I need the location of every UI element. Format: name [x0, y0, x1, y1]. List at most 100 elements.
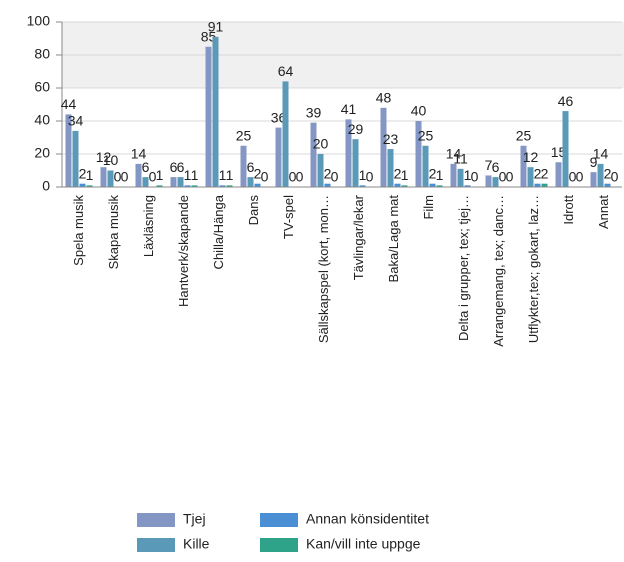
data-label: 6: [247, 159, 255, 175]
x-tick-label: Delta i grupper, tex; tjej…: [456, 195, 471, 341]
legend-label: Tjej: [183, 511, 206, 527]
data-label: 0: [331, 169, 339, 185]
bar: [520, 145, 527, 187]
bar: [415, 121, 422, 187]
bar: [555, 162, 562, 187]
data-label: 23: [383, 131, 399, 147]
data-label: 1: [436, 167, 444, 183]
y-tick-label: 40: [34, 112, 50, 128]
data-label: 39: [306, 104, 322, 120]
bar: [226, 185, 233, 187]
bar: [562, 111, 569, 187]
data-label: 44: [61, 96, 77, 112]
data-label: 7: [485, 157, 493, 173]
bar: [492, 177, 499, 187]
bar: [282, 81, 289, 187]
bar: [436, 185, 443, 187]
bar: [212, 36, 219, 187]
data-label: 0: [611, 169, 619, 185]
bar: [541, 183, 548, 187]
x-tick-label: Chilla/Hänga: [211, 194, 226, 269]
data-label: 1: [401, 167, 409, 183]
data-label: 0: [121, 169, 129, 185]
x-tick-label: Skapa musik: [106, 195, 121, 270]
data-label: 10: [103, 152, 119, 168]
data-label: 6: [170, 159, 178, 175]
data-label: 2: [324, 165, 332, 181]
data-label: 6: [177, 159, 185, 175]
bar: [422, 145, 429, 187]
x-tick-label: Sällskapspel (kort, mon…: [316, 195, 331, 343]
data-label: 20: [313, 136, 329, 152]
bar: [184, 185, 191, 187]
data-label: 25: [516, 127, 532, 143]
data-label: 14: [131, 146, 147, 162]
data-label: 34: [68, 113, 84, 129]
data-label: 1: [191, 167, 199, 183]
data-label: 2: [79, 165, 87, 181]
data-label: 2: [429, 165, 437, 181]
data-label: 2: [541, 165, 549, 181]
bar: [240, 145, 247, 187]
data-label: 64: [278, 63, 294, 79]
x-tick-label: TV-spel: [281, 195, 296, 239]
data-label: 1: [226, 167, 234, 183]
data-label: 2: [604, 165, 612, 181]
bar: [156, 185, 163, 187]
data-label: 46: [558, 93, 574, 109]
data-label: 14: [446, 146, 462, 162]
x-tick-label: Dans: [246, 195, 261, 226]
bar: [401, 185, 408, 187]
data-label: 91: [208, 19, 224, 35]
data-label: 48: [376, 90, 392, 106]
bar: [604, 183, 611, 187]
legend-swatch: [260, 538, 298, 552]
y-tick-label: 20: [34, 145, 50, 161]
bar: [534, 183, 541, 187]
data-label: 0: [576, 169, 584, 185]
y-tick-label: 60: [34, 79, 50, 95]
bar: [590, 172, 597, 187]
bar: [107, 170, 114, 187]
bar: [380, 107, 387, 187]
data-label: 2: [394, 165, 402, 181]
legend-label: Annan könsidentitet: [306, 511, 429, 527]
bar: [324, 183, 331, 187]
bar: [310, 122, 317, 187]
legend-swatch: [137, 513, 175, 527]
bar: [219, 185, 226, 187]
bar: [135, 163, 142, 187]
data-label: 0: [471, 169, 479, 185]
x-tick-label: Spela musik: [71, 195, 86, 266]
data-label: 0: [506, 169, 514, 185]
bar: [254, 183, 261, 187]
bar: [429, 183, 436, 187]
data-label: 0: [149, 169, 157, 185]
bar: [450, 163, 457, 187]
bar: [457, 168, 464, 187]
x-tick-label: Idrott: [561, 195, 576, 225]
data-label: 0: [261, 169, 269, 185]
x-tick-label: Hantverk/skapande: [176, 195, 191, 307]
data-label: 0: [114, 169, 122, 185]
data-label: 1: [359, 167, 367, 183]
data-label: 2: [534, 165, 542, 181]
bar: [86, 185, 93, 187]
y-tick-label: 80: [34, 46, 50, 62]
bar: [527, 167, 534, 187]
legend-label: Kille: [183, 536, 210, 552]
x-tick-label: Läxläsning: [141, 195, 156, 257]
bar: [205, 46, 212, 187]
bar: [352, 139, 359, 187]
data-label: 14: [593, 146, 609, 162]
data-label: 0: [366, 169, 374, 185]
x-tick-label: Tävlingar/lekar: [351, 194, 366, 280]
legend-swatch: [137, 538, 175, 552]
bar: [345, 119, 352, 187]
bar: [317, 154, 324, 187]
bar: [142, 177, 149, 187]
legend-swatch: [260, 513, 298, 527]
bar: [100, 167, 107, 187]
data-label: 12: [523, 149, 539, 165]
x-tick-label: Arrangemang, tex; danc…: [491, 195, 506, 347]
